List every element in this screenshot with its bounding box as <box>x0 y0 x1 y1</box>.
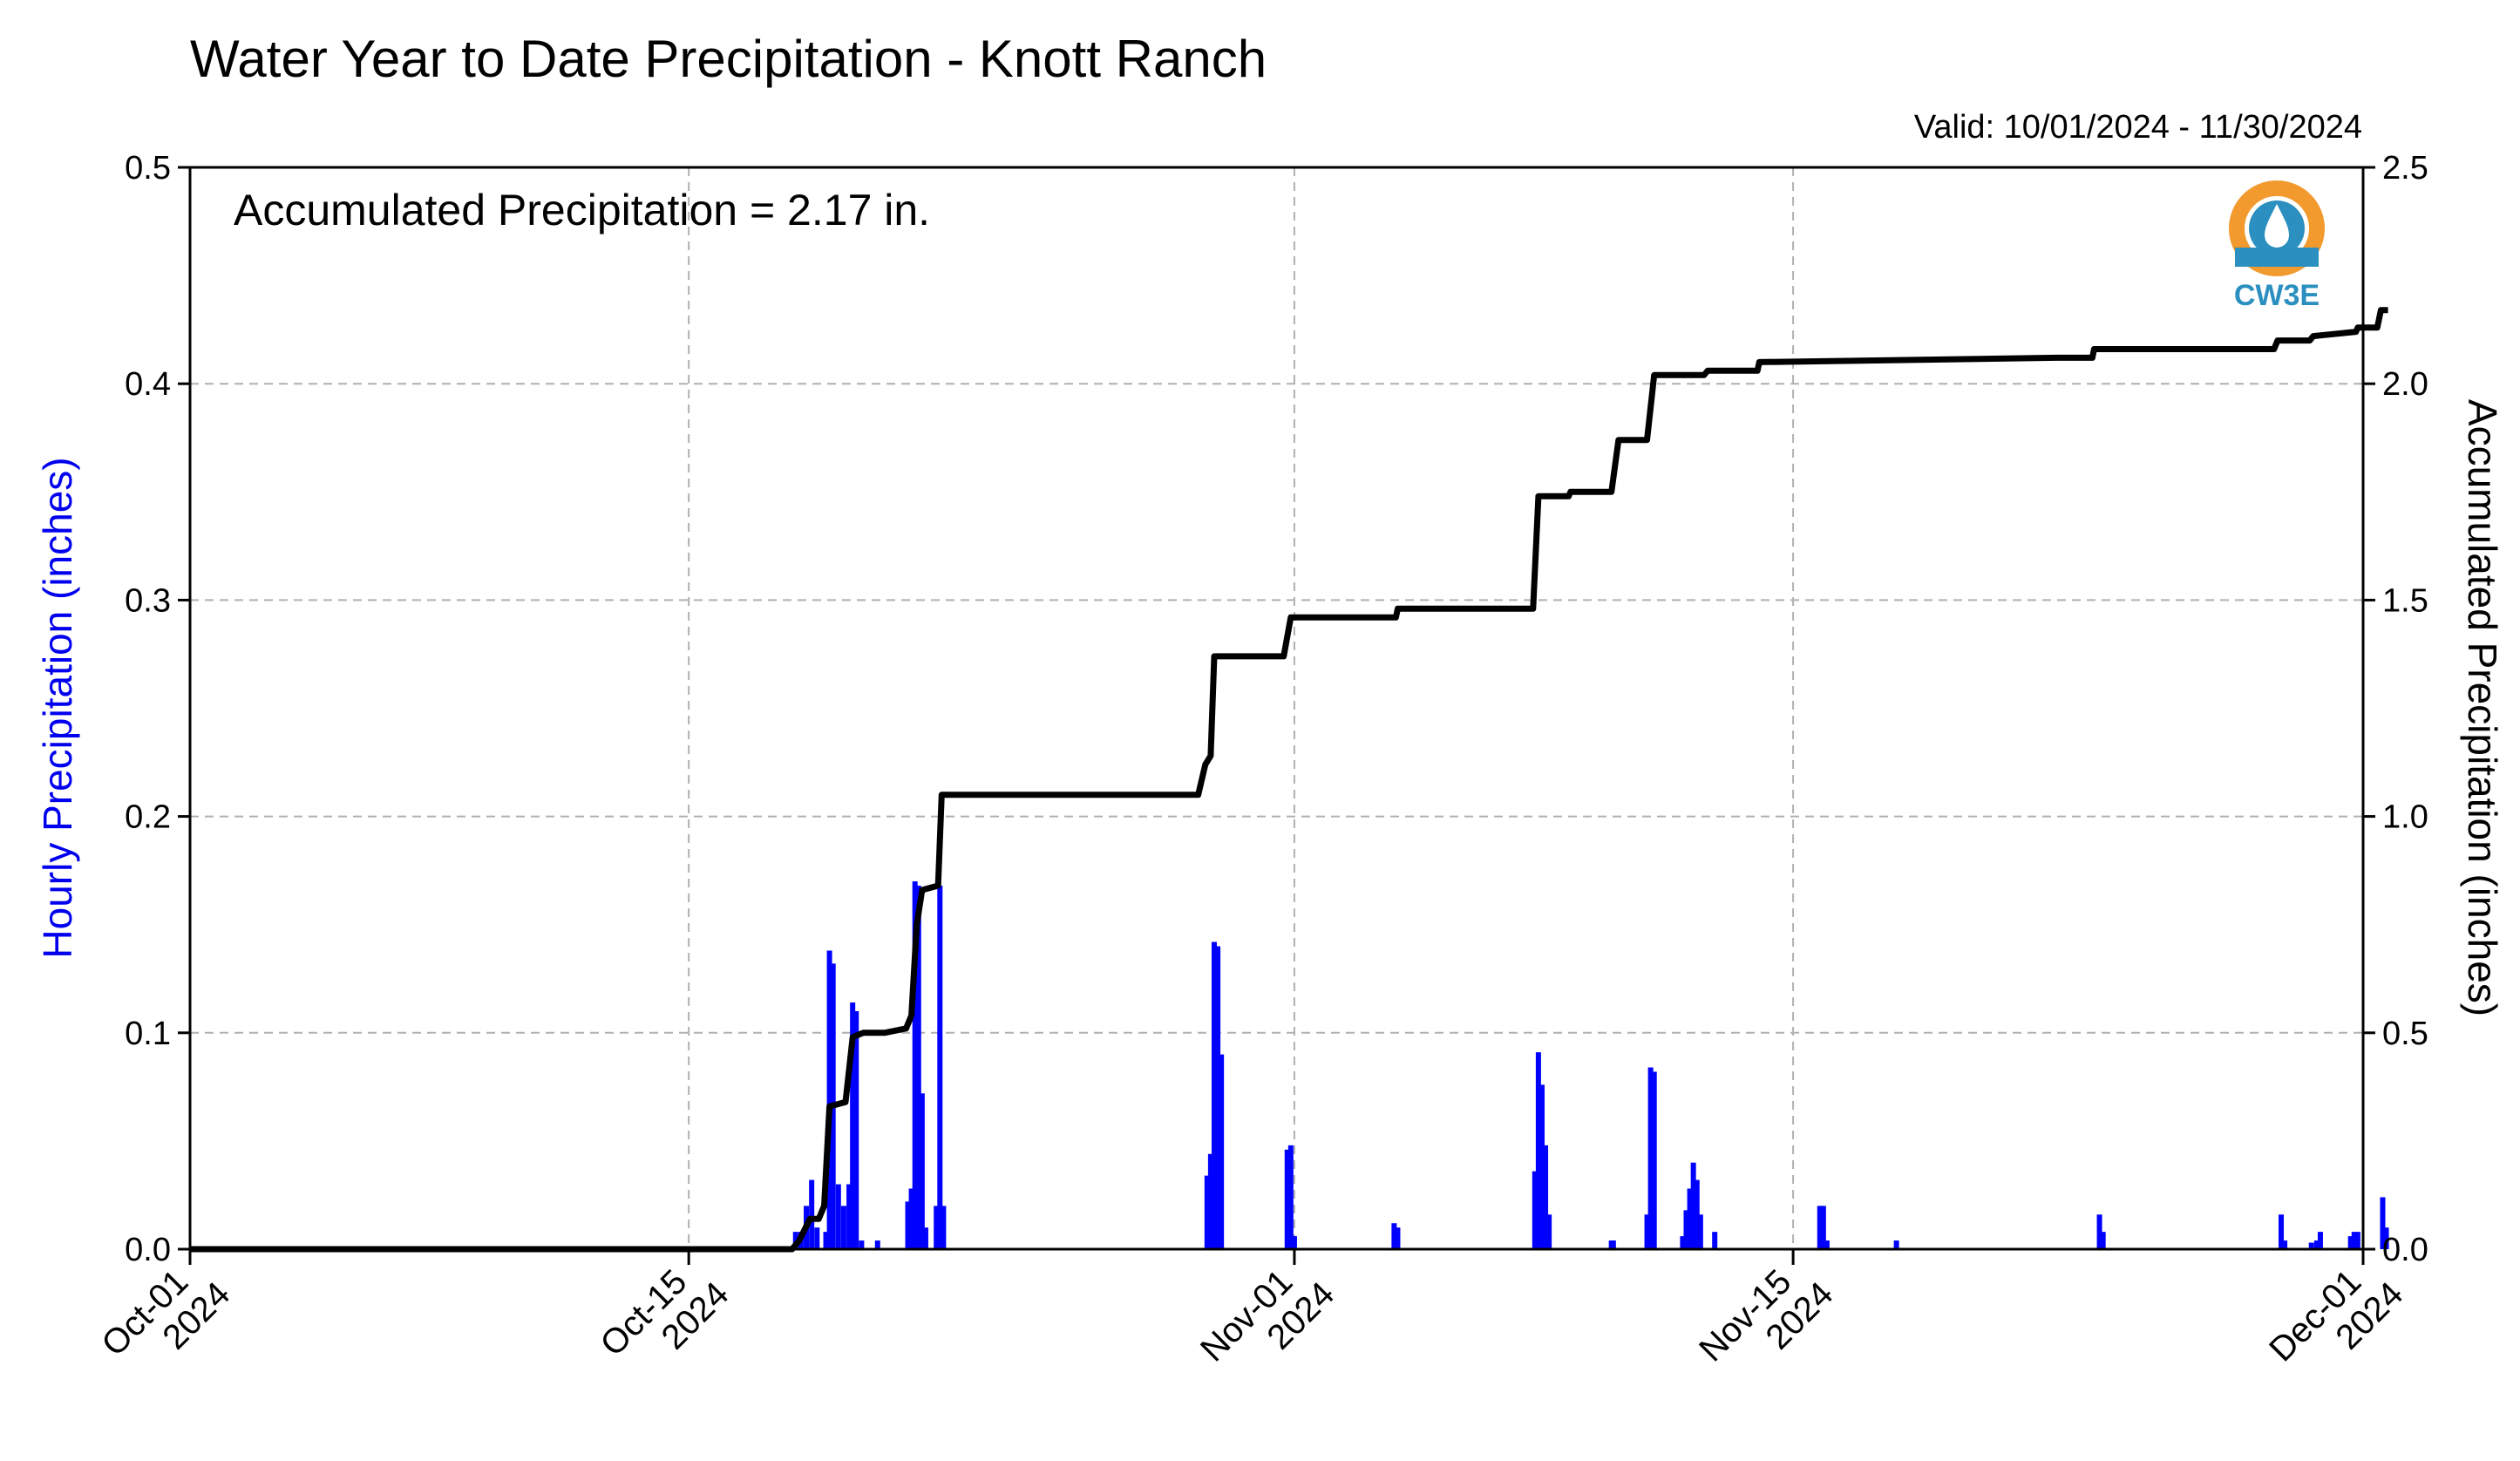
hourly-bar <box>1820 1206 1826 1249</box>
hourly-bar <box>1287 1145 1294 1249</box>
hourly-bar <box>835 1184 841 1249</box>
hourly-bar <box>1817 1206 1823 1249</box>
hourly-bar <box>2282 1240 2288 1249</box>
left-tick-label: 0.3 <box>125 582 171 619</box>
hourly-bar <box>826 950 832 1249</box>
hourly-precipitation-bars <box>792 881 2389 1249</box>
hourly-bar <box>874 1240 880 1249</box>
hourly-bar <box>1211 941 1217 1249</box>
hourly-bar <box>1215 946 1221 1249</box>
hourly-bar <box>1204 1175 1210 1249</box>
hourly-bar <box>1532 1171 1538 1249</box>
hourly-bar <box>1207 1153 1213 1249</box>
hourly-bar <box>912 881 918 1249</box>
hourly-bar <box>1284 1149 1290 1249</box>
hourly-bar <box>1694 1179 1700 1249</box>
hourly-bar <box>2383 1227 2389 1249</box>
left-tick-label: 0.2 <box>125 799 171 836</box>
right-tick-label: 2.0 <box>2382 366 2428 403</box>
axis-ticks: 0.0 0.1 0.2 0.3 0.4 0.5 0.0 0.5 1.0 1.5 2.0 2.5 Oct-… <box>94 150 2428 1369</box>
hourly-bar <box>2354 1232 2360 1249</box>
logo-drop-icon <box>2265 204 2289 248</box>
hourly-bar <box>1535 1052 1541 1249</box>
left-tick-label: 0.5 <box>125 150 171 187</box>
hourly-bar <box>905 1201 911 1249</box>
chart-title: Water Year to Date Precipitation - Knott… <box>190 30 1267 88</box>
hourly-bar <box>846 1184 852 1249</box>
hourly-bar <box>1651 1071 1657 1249</box>
hourly-bar <box>1644 1214 1650 1249</box>
hourly-bar <box>1893 1240 1899 1249</box>
hourly-bar <box>941 1206 947 1249</box>
hourly-bar <box>1538 1084 1545 1249</box>
hourly-bar <box>1291 1236 1297 1249</box>
left-axis-label: Hourly Precipitation (inches) <box>35 457 80 958</box>
hourly-bar <box>1546 1214 1552 1249</box>
hourly-bar <box>2351 1232 2357 1249</box>
hourly-bar <box>840 1206 846 1249</box>
hourly-bar <box>1610 1240 1616 1249</box>
hourly-bar <box>1712 1232 1718 1249</box>
hourly-bar <box>1395 1227 1401 1249</box>
accumulated-precipitation-line <box>190 307 2388 1253</box>
cw3e-logo: CW3E <box>2229 180 2325 312</box>
hourly-bar <box>823 1232 829 1249</box>
hourly-bar <box>934 1206 940 1249</box>
hourly-bar <box>2096 1214 2102 1249</box>
hourly-bar <box>2313 1240 2320 1249</box>
hourly-bar <box>908 1188 914 1249</box>
left-tick-label: 0.0 <box>125 1232 171 1268</box>
hourly-bar <box>1697 1214 1703 1249</box>
hourly-bar <box>2279 1214 2285 1249</box>
right-axis-label: Accumulated Precipitation (inches) <box>2460 399 2505 1016</box>
hourly-bar <box>1683 1210 1689 1249</box>
hourly-bar <box>1687 1188 1693 1249</box>
right-tick-label: 2.5 <box>2382 150 2428 187</box>
hourly-bar <box>809 1179 815 1249</box>
plot-frame <box>188 166 2365 1251</box>
hourly-bar <box>853 1010 859 1249</box>
hourly-bar <box>850 1002 856 1249</box>
right-tick-label: 0.0 <box>2382 1232 2428 1268</box>
logo-waves-icon <box>2235 248 2319 267</box>
hourly-bar <box>1824 1240 1830 1249</box>
hourly-bar <box>1690 1162 1696 1249</box>
hourly-bar <box>859 1240 865 1249</box>
hourly-bar <box>2100 1232 2106 1249</box>
hourly-bar <box>2317 1232 2323 1249</box>
logo-ring-icon <box>2229 180 2325 276</box>
hourly-bar <box>2380 1197 2386 1249</box>
grid-lines <box>190 167 2363 1249</box>
left-tick-label: 0.4 <box>125 366 171 403</box>
left-tick-label: 0.1 <box>125 1016 171 1052</box>
accumulated-total-annotation: Accumulated Precipitation = 2.17 in. <box>234 186 930 234</box>
hourly-bar <box>915 886 921 1249</box>
hourly-bar <box>1391 1223 1397 1249</box>
right-tick-label: 1.5 <box>2382 582 2428 619</box>
hourly-bar <box>2308 1242 2314 1249</box>
right-tick-label: 0.5 <box>2382 1016 2428 1052</box>
hourly-bar <box>814 1227 820 1249</box>
right-tick-label: 1.0 <box>2382 799 2428 836</box>
hourly-bar <box>919 1093 925 1249</box>
hourly-bar <box>1219 1054 1225 1249</box>
hourly-bar <box>1647 1067 1654 1249</box>
hourly-bar <box>1543 1145 1549 1249</box>
hourly-bar <box>2347 1236 2354 1249</box>
valid-date-range: Valid: 10/01/2024 - 11/30/2024 <box>1914 109 2362 146</box>
logo-text: CW3E <box>2234 279 2320 312</box>
hourly-bar <box>1680 1236 1686 1249</box>
hourly-bar <box>922 1227 928 1249</box>
hourly-bar <box>937 886 943 1249</box>
